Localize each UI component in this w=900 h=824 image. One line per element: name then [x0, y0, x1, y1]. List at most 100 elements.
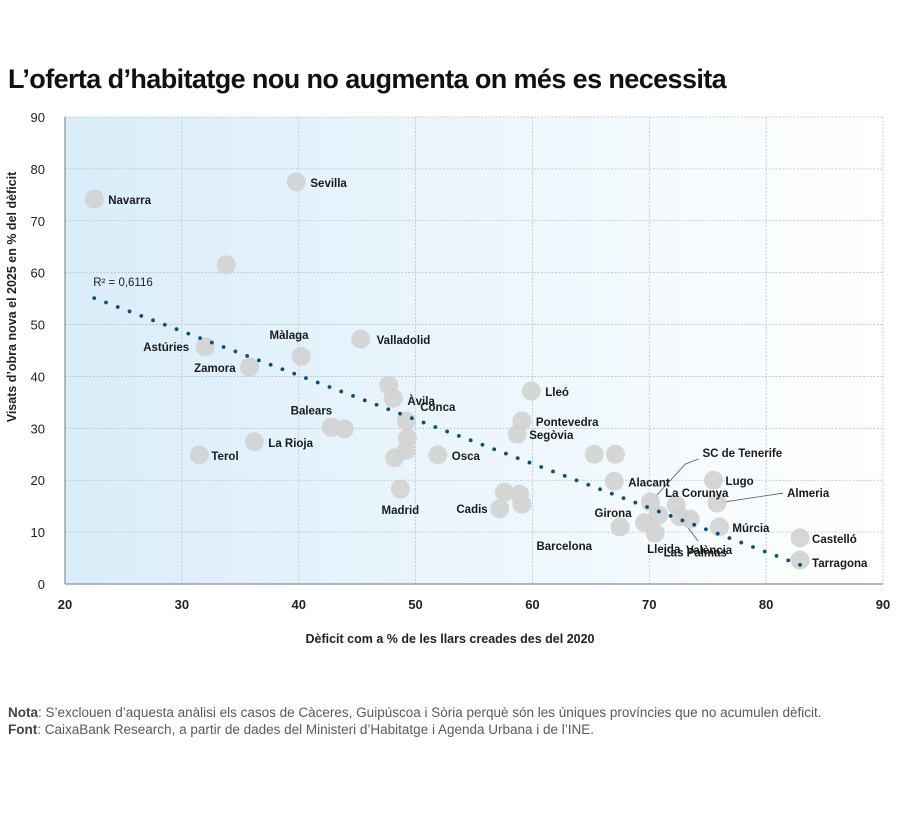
- trendline-dot: [680, 518, 685, 523]
- trendline-dot: [468, 438, 473, 443]
- trendline-dot: [609, 491, 614, 496]
- label-almeria: Almeria: [787, 488, 830, 500]
- point-barcelona: [610, 517, 630, 537]
- trendline-dot: [92, 296, 97, 300]
- label-la-corunya: La Corunya: [665, 488, 729, 500]
- axes: [64, 117, 883, 585]
- point-unlabeled: [334, 419, 354, 439]
- x-tick-label: 70: [642, 597, 656, 612]
- trendline-dot: [798, 562, 802, 567]
- trendline-dot: [786, 558, 791, 563]
- trendline-dot: [280, 367, 285, 372]
- trendline-dot: [327, 385, 332, 389]
- y-tick-label: 40: [31, 369, 45, 384]
- trendline-dot: [362, 398, 367, 403]
- label-navarra: Navarra: [108, 195, 151, 207]
- trendline-dot: [304, 376, 308, 381]
- point-cadis: [490, 499, 510, 519]
- trendline-dot: [715, 531, 720, 536]
- label-lleida: Lleida: [647, 544, 681, 556]
- trendline-dot: [445, 429, 450, 434]
- label-àvila: Àvila: [407, 395, 435, 408]
- footnotes: Nota: S’exclouen d’aquesta anàlisi els c…: [8, 704, 828, 738]
- point-unlabeled: [512, 494, 532, 514]
- note-text: : S’exclouen d’aquesta anàlisi els casos…: [38, 705, 822, 720]
- trendline-dot: [127, 309, 132, 314]
- trendline-dot: [633, 500, 638, 505]
- r2-annotation: R² = 0,6116: [93, 277, 153, 289]
- chart-title: L’oferta d’habitatge nou no augmenta on …: [8, 64, 727, 94]
- y-tick-label: 50: [31, 318, 45, 333]
- trendline-dot: [315, 380, 320, 385]
- x-axis-label: Dèficit com a % de les llars creades des…: [305, 632, 595, 646]
- trendline-dot: [586, 482, 591, 487]
- label-las-palmas: Las Palmas: [664, 548, 727, 560]
- label-castelló: Castelló: [812, 534, 857, 546]
- label-lleó: Lleó: [545, 387, 569, 399]
- label-màlaga: Màlaga: [270, 330, 310, 342]
- trendline-dot: [104, 300, 108, 305]
- trendline-dot: [374, 402, 379, 407]
- y-tick-label: 80: [31, 162, 45, 177]
- source-text: : CaixaBank Research, a partir de dades …: [37, 722, 595, 737]
- point-àvila: [383, 388, 403, 408]
- label-segòvia: Segòvia: [529, 430, 574, 442]
- label-conca: Conca: [420, 402, 456, 414]
- label-cadis: Cadis: [456, 504, 487, 516]
- note-label: Nota: [8, 705, 38, 720]
- trendline-dot: [221, 345, 226, 349]
- source-line: Font: CaixaBank Research, a partir de da…: [8, 721, 828, 738]
- x-tick-label: 30: [175, 597, 189, 612]
- trendline-dot: [151, 318, 155, 323]
- point-almeria: [707, 493, 727, 513]
- trendline-dot: [645, 505, 650, 509]
- y-tick-label: 20: [31, 473, 45, 488]
- label-valència: València: [686, 545, 733, 557]
- label-sc-de-tenerife: SC de Tenerife: [702, 448, 782, 460]
- point-lleida: [645, 523, 665, 543]
- x-tick-label: 20: [58, 597, 72, 612]
- trendline-dot: [257, 358, 261, 363]
- trendline-dot: [433, 425, 438, 429]
- point-castelló: [790, 528, 810, 548]
- trendline-dot: [209, 340, 214, 345]
- trendline-dot: [139, 313, 144, 318]
- label-barcelona: Barcelona: [536, 541, 592, 553]
- x-tick-label: 60: [525, 597, 539, 612]
- point-lleó: [521, 381, 541, 401]
- point-navarra: [84, 189, 104, 209]
- trendline-dot: [456, 433, 461, 438]
- point-terol: [189, 445, 209, 465]
- y-tick-label: 10: [31, 525, 45, 540]
- x-tick-label: 50: [408, 597, 422, 612]
- trendline-dot: [174, 327, 179, 332]
- trendline-dot: [727, 536, 732, 541]
- point-alacant: [604, 471, 624, 491]
- y-tick-label: 0: [38, 577, 45, 592]
- label-zamora: Zamora: [194, 363, 236, 375]
- point-zamora: [240, 357, 260, 377]
- trendline-dot: [704, 527, 708, 532]
- trendline-dot: [198, 336, 202, 340]
- y-axis-label: Visats d’obra nova el 2025 en % del dèfi…: [5, 171, 19, 423]
- label-la-rioja: La Rioja: [268, 438, 313, 450]
- trendline-dot: [245, 353, 250, 358]
- note-line: Nota: S’exclouen d’aquesta anàlisi els c…: [8, 704, 828, 721]
- trendline-dot: [351, 393, 355, 398]
- point-segòvia: [507, 424, 527, 444]
- leader-line: [717, 492, 784, 504]
- trendline-dot: [527, 460, 532, 465]
- point-lugo: [704, 470, 724, 490]
- trendline-dot: [739, 540, 744, 545]
- trendline-dot: [115, 305, 120, 309]
- trendline-dot: [409, 416, 414, 421]
- trendline-dot: [668, 514, 673, 518]
- point-unlabeled: [584, 444, 604, 464]
- trendline-dot: [233, 349, 238, 354]
- trendline-dot: [492, 447, 497, 452]
- trendline-dot: [386, 407, 391, 412]
- trendline-dot: [339, 389, 344, 394]
- label-alacant: Alacant: [628, 477, 670, 489]
- label-tarragona: Tarragona: [812, 558, 868, 570]
